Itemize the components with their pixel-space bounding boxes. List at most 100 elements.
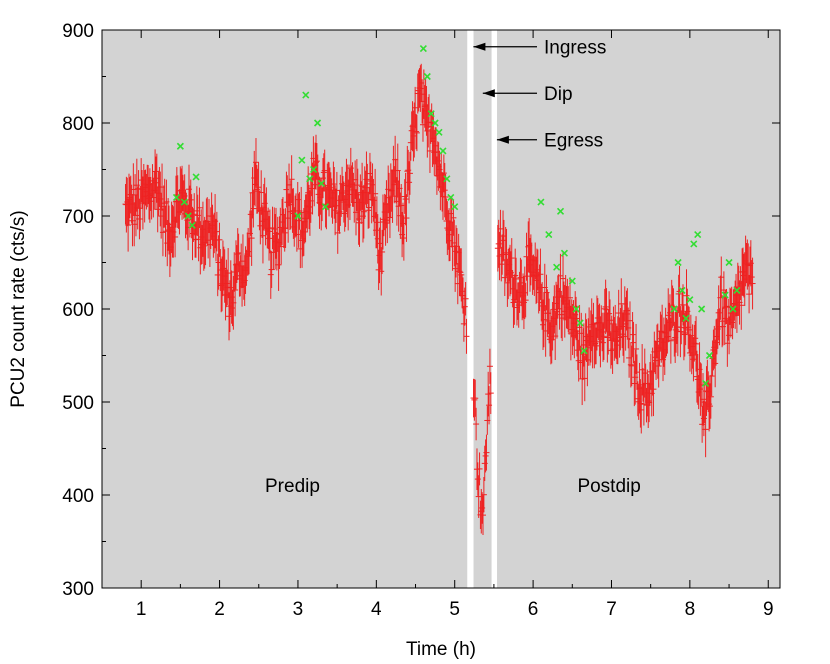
flagged-points	[172, 45, 741, 387]
count-rate-point	[439, 172, 446, 212]
count-rate-point	[602, 279, 609, 335]
count-rate-point	[392, 135, 399, 184]
count-rate-point	[692, 321, 699, 356]
count-rate-point	[524, 256, 531, 296]
marker-stroke	[302, 91, 310, 99]
annotations: Ingress Dip Egress Predip Postdip	[265, 38, 641, 497]
count-rate-point	[266, 216, 273, 261]
count-rate-point	[515, 282, 522, 328]
count-rate-point	[600, 323, 607, 362]
data-series	[122, 45, 756, 535]
count-rate-point	[502, 226, 509, 282]
annotation-egress: Egress	[496, 131, 603, 152]
count-rate-point	[402, 172, 409, 226]
count-rate-point	[558, 291, 565, 339]
flagged-point	[690, 240, 698, 248]
count-rate-point	[366, 186, 373, 229]
annotation-label: Egress	[544, 131, 603, 152]
count-rate-segment-3	[494, 209, 756, 458]
count-rate-point	[628, 345, 635, 387]
count-rate-point	[463, 318, 470, 354]
marker-stroke	[674, 258, 682, 267]
count-rate-point	[375, 249, 382, 291]
count-rate-point	[508, 238, 515, 278]
count-rate-point	[159, 208, 166, 257]
marker-stroke	[698, 305, 706, 313]
count-rate-point	[373, 196, 380, 249]
count-rate-point	[306, 190, 313, 236]
count-rate-point	[738, 280, 745, 330]
count-rate-point	[372, 168, 379, 219]
count-rate-point	[275, 238, 282, 291]
flagged-point	[435, 128, 443, 136]
flagged-point	[298, 156, 306, 164]
count-rate-point	[432, 127, 439, 165]
count-rate-point	[385, 165, 392, 214]
count-rate-point	[457, 248, 464, 297]
marker-stroke	[298, 156, 306, 164]
count-rate-point	[718, 256, 725, 298]
count-rate-point	[627, 342, 634, 388]
count-rate-point	[460, 305, 467, 342]
count-rate-point	[440, 154, 447, 192]
count-rate-point	[553, 284, 560, 339]
flagged-point	[188, 221, 196, 229]
annotation-label: Dip	[544, 84, 573, 105]
x-tick-label: 5	[449, 599, 460, 620]
count-rate-point	[225, 248, 232, 299]
count-rate-point	[213, 211, 220, 252]
count-rate-point	[706, 383, 713, 429]
count-rate-point	[206, 222, 213, 267]
count-rate-point	[363, 151, 370, 208]
marker-stroke	[176, 142, 184, 150]
marker-stroke	[545, 231, 553, 239]
count-rate-point	[655, 344, 662, 388]
flagged-point	[431, 119, 439, 127]
x-tick-label: 8	[685, 599, 696, 620]
marker-stroke	[294, 212, 302, 220]
count-rate-point	[184, 199, 191, 241]
marker-stroke	[451, 203, 459, 211]
count-rate-point	[500, 210, 507, 262]
count-rate-point	[410, 110, 417, 162]
count-rate-point	[313, 143, 320, 180]
flagged-point	[725, 258, 733, 267]
count-rate-point	[252, 138, 259, 187]
count-rate-point	[693, 316, 700, 372]
marker-stroke	[556, 207, 565, 215]
count-rate-point	[379, 229, 386, 275]
count-rate-point	[598, 305, 605, 341]
count-rate-point	[248, 210, 255, 266]
count-rate-point	[616, 317, 623, 358]
count-rate-point	[485, 371, 492, 417]
marker-stroke	[443, 175, 451, 183]
region-label-postdip: Postdip	[577, 476, 640, 497]
count-rate-point	[620, 312, 627, 356]
count-rate-point	[513, 257, 520, 301]
count-rate-point	[333, 188, 340, 223]
count-rate-point	[406, 161, 413, 204]
flagged-point	[674, 258, 682, 267]
count-rate-point	[369, 163, 376, 207]
count-rate-point	[638, 386, 645, 434]
count-rate-point	[708, 356, 715, 397]
flagged-point	[443, 175, 451, 183]
count-rate-point	[504, 258, 511, 307]
count-rate-point	[406, 151, 413, 195]
count-rate-point	[266, 209, 273, 254]
x-tick-label: 6	[528, 599, 539, 620]
count-rate-point	[125, 198, 132, 252]
count-rate-point	[707, 374, 714, 419]
x-tick-label: 9	[763, 599, 774, 620]
count-rate-point	[685, 305, 692, 349]
count-rate-point	[295, 193, 302, 248]
count-rate-point	[574, 330, 581, 371]
count-rate-point	[426, 128, 433, 173]
y-tick-label: 500	[62, 393, 94, 414]
x-tick-label: 7	[606, 599, 617, 620]
flagged-point	[310, 165, 318, 174]
count-rate-point	[136, 198, 143, 240]
flagged-point	[306, 175, 314, 183]
count-rate-point	[278, 228, 285, 265]
flagged-point	[698, 305, 706, 313]
